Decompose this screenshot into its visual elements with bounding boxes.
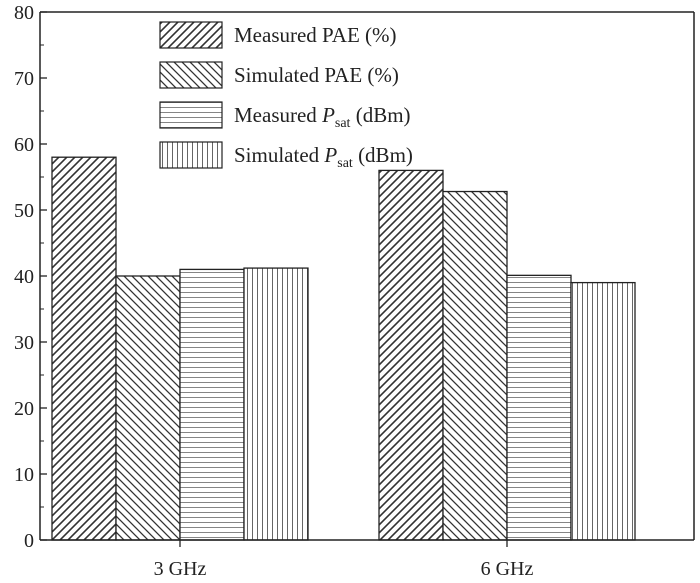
bar-0-0	[51, 156, 117, 541]
legend-swatch-3	[159, 141, 223, 169]
y-tick-label: 10	[14, 464, 34, 486]
plot-area: 0 10 20 30 40 50 60 70 80 3 GHz 6 GHz	[14, 2, 695, 580]
y-tick-label: 80	[14, 2, 34, 24]
y-tick-label: 40	[14, 266, 34, 288]
y-tick-label: 70	[14, 68, 34, 90]
bar-2-1	[506, 274, 572, 541]
legend-label-3: Simulated Psat (dBm)	[234, 143, 413, 171]
legend-swatch-2	[159, 101, 223, 129]
bar-1-0	[115, 275, 181, 541]
bar-3-1	[570, 281, 636, 541]
y-tick-label: 50	[14, 200, 34, 222]
bar-2-0	[179, 268, 245, 541]
legend-swatch-1	[159, 61, 223, 89]
bar-3-0	[243, 267, 309, 541]
x-tick-label: 3 GHz	[154, 558, 207, 580]
legend-label-1: Simulated PAE (%)	[234, 63, 399, 87]
legend-label-0: Measured PAE (%)	[234, 23, 397, 47]
y-tick-label: 30	[14, 332, 34, 354]
legend: Measured PAE (%) Simulated PAE (%) Measure…	[159, 21, 413, 171]
legend-label-2: Measured Psat (dBm)	[234, 103, 411, 131]
y-tick-label: 0	[24, 530, 34, 552]
x-tick-label: 6 GHz	[481, 558, 534, 580]
y-tick-label: 20	[14, 398, 34, 420]
bar-1-1	[442, 190, 508, 541]
legend-swatch-0	[159, 21, 223, 49]
y-tick-label: 60	[14, 134, 34, 156]
bar-0-1	[378, 169, 444, 541]
